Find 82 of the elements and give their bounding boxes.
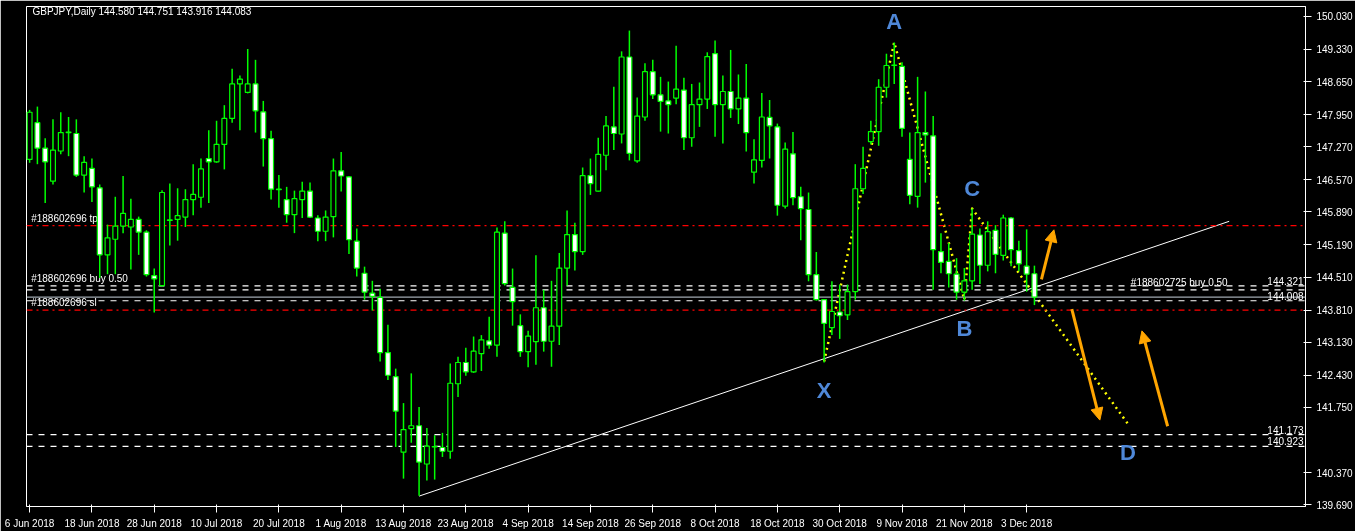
x-tick-label: 13 Aug 2018 [375, 517, 432, 529]
candlestick [571, 221, 578, 272]
x-tick-label: 18 Jun 2018 [64, 517, 120, 529]
y-tick-label: 144.510 [1316, 272, 1354, 284]
candlestick [369, 280, 376, 312]
annotation: 144.008 [1267, 290, 1304, 302]
y-tick-label: 147.950 [1316, 109, 1354, 121]
annotation: D [1119, 439, 1136, 465]
x-tick-label: 3 Dec 2018 [1001, 517, 1053, 529]
candlestick [88, 157, 95, 203]
candlestick [236, 74, 243, 131]
candlestick [322, 209, 329, 242]
x-tick-label: 26 Sep 2018 [624, 517, 682, 529]
chart-title: GBPJPY,Daily 144.580 144.751 143.916 144.083 [32, 5, 252, 17]
y-tick-label: 143.810 [1316, 305, 1354, 317]
candlestick [673, 44, 680, 105]
x-tick-label: 6 Jun 2018 [4, 517, 55, 529]
candlestick [751, 138, 758, 185]
y-tick-label: 142.430 [1316, 370, 1354, 382]
annotation: X [816, 377, 832, 403]
candlestick [867, 120, 874, 146]
x-tick-label: 28 Jun 2018 [126, 517, 183, 529]
candlestick [384, 323, 391, 381]
y-tick-label: 146.570 [1316, 174, 1354, 186]
y-tick-label: 139.690 [1316, 499, 1354, 511]
y-tick-label: 150.030 [1316, 11, 1354, 23]
candlestick [166, 182, 173, 247]
candlestick [462, 347, 469, 377]
candlestick [860, 145, 867, 195]
annotation: A [886, 9, 903, 35]
candlestick [610, 86, 617, 151]
ref-line-label: #188602696 sl [31, 297, 97, 309]
candlestick [135, 215, 142, 256]
y-tick-label: 143.130 [1316, 337, 1354, 349]
candlestick [338, 151, 345, 193]
y-tick-label: 140.370 [1316, 467, 1354, 479]
candlestick [766, 99, 773, 160]
y-tick-label: 148.650 [1316, 76, 1354, 88]
candlestick [81, 155, 88, 194]
candlestick [455, 356, 462, 398]
ref-line-label: #188602696 buy 0.50 [31, 272, 129, 284]
x-tick-label: 18 Oct 2018 [750, 517, 806, 529]
y-tick-label: 149.330 [1316, 44, 1354, 56]
candlestick [828, 280, 835, 336]
candlestick [719, 74, 726, 145]
x-tick-label: 23 Aug 2018 [437, 517, 495, 529]
x-tick-label: 20 Jul 2018 [253, 517, 306, 529]
candlestick [1015, 239, 1022, 273]
x-tick-label: 10 Jul 2018 [190, 517, 243, 529]
annotation: B [956, 315, 973, 341]
candlestick [190, 163, 197, 216]
x-tick-label: 4 Sep 2018 [502, 517, 555, 529]
candlestick [127, 197, 134, 271]
candlestick [525, 330, 532, 368]
x-tick-label: 8 Oct 2018 [690, 517, 740, 529]
candlestick [314, 214, 321, 242]
x-tick-label: 1 Aug 2018 [315, 517, 367, 529]
x-tick-label: 21 Nov 2018 [935, 517, 994, 529]
candlestick [120, 175, 127, 234]
candlestick [423, 427, 430, 482]
x-tick-label: 14 Sep 2018 [562, 517, 620, 529]
candlestick [408, 372, 415, 444]
candlestick [400, 402, 407, 480]
candlestick [937, 232, 944, 275]
ref-line-label: #188602725 buy 0.50 [1130, 276, 1229, 288]
candlestick [431, 434, 438, 481]
annotation: 144.321 [1267, 275, 1304, 287]
candlestick [649, 59, 656, 100]
annotation: C [964, 175, 981, 201]
y-tick-label: 145.890 [1316, 206, 1354, 218]
candlestick [797, 186, 804, 241]
y-tick-label: 141.750 [1316, 402, 1354, 414]
x-tick-label: 9 Nov 2018 [876, 517, 929, 529]
annotation: 140.923 [1267, 436, 1304, 448]
candlestick [42, 137, 49, 204]
candlestick [486, 315, 493, 350]
annotation: 141.173 [1267, 424, 1304, 436]
x-tick-label: 30 Oct 2018 [812, 517, 868, 529]
candlestick [891, 41, 898, 85]
y-tick-label: 147.270 [1316, 141, 1354, 153]
candlestick [883, 52, 890, 99]
y-tick-label: 145.190 [1316, 239, 1354, 251]
